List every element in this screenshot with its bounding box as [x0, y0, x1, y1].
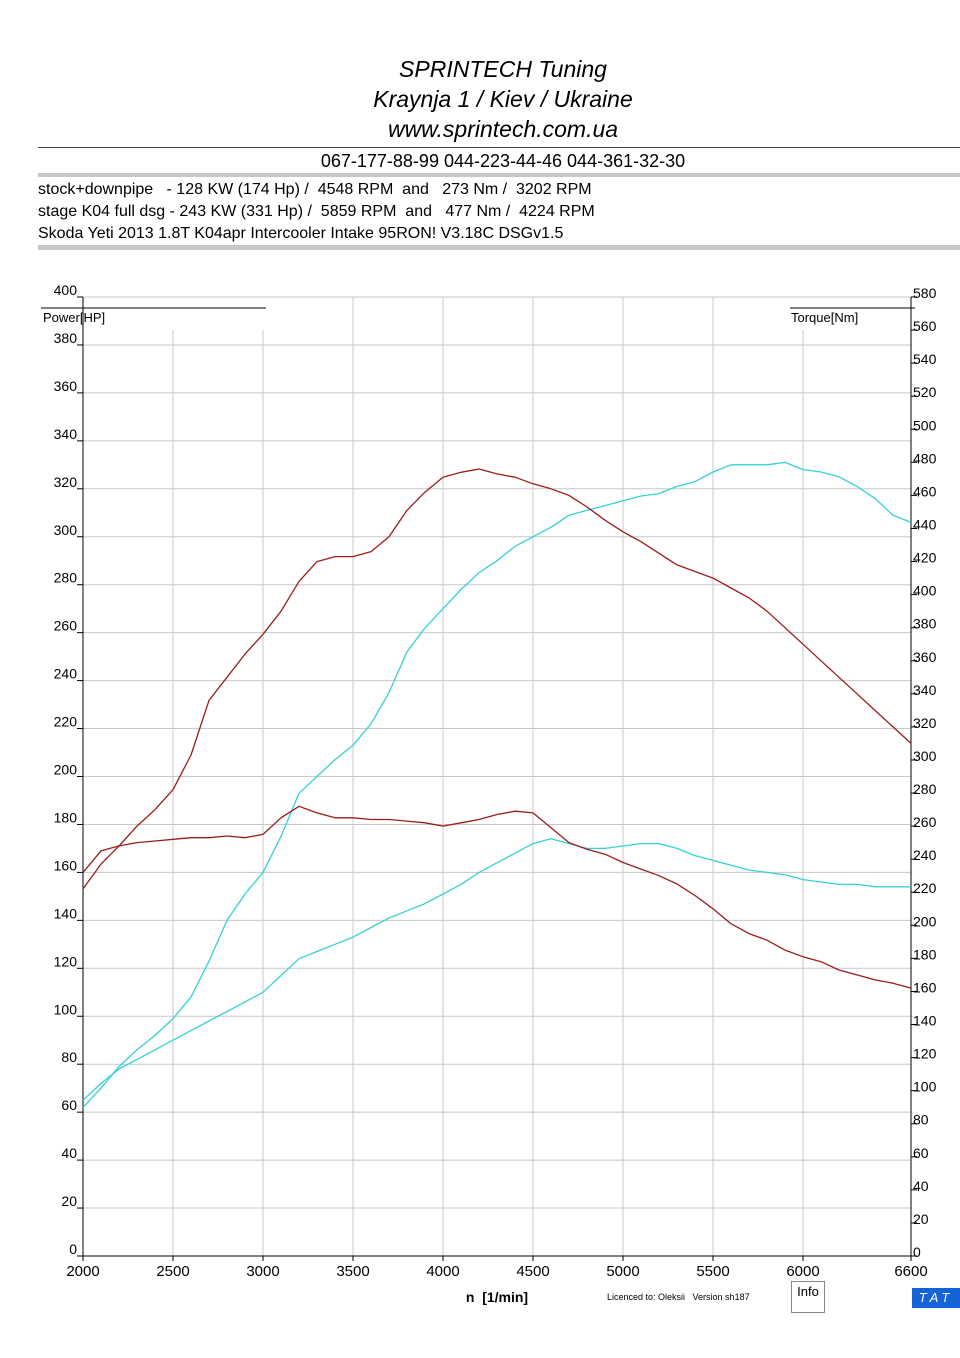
series-line-3	[82, 805, 912, 989]
y-left-tick-label-17: 340	[54, 426, 78, 442]
header-title: SPRINTECH Tuning	[399, 56, 607, 82]
y-right-tick-label-1: 20	[913, 1211, 929, 1227]
x-tick-label-3: 3500	[336, 1263, 369, 1280]
y-axis-label-left: Power[HP]	[43, 310, 105, 325]
y-right-tick-label-22: 440	[913, 516, 937, 532]
y-left-tick-label-7: 140	[54, 905, 78, 921]
info-line-vehicle: Skoda Yeti 2013 1.8T K04apr Intercooler …	[38, 225, 564, 242]
tat-badge[interactable]: TAT	[912, 1288, 960, 1308]
x-tick-label-7: 5500	[696, 1263, 729, 1280]
y-right-tick-label-21: 420	[913, 550, 937, 566]
y-right-tick-label-4: 80	[913, 1112, 929, 1128]
series-line-0	[82, 461, 912, 1108]
tick-labels: 2000 2500 3000 3500 4000 4500 5000 5500 6000 6600…	[54, 282, 937, 1280]
header-rule	[38, 147, 960, 148]
y-right-tick-label-9: 180	[913, 946, 937, 962]
y-left-tick-label-13: 260	[54, 618, 78, 634]
header-phones: 067-177-88-99 044-223-44-46 044-361-32-3…	[320, 151, 686, 171]
x-tick-label-4: 4000	[426, 1263, 459, 1280]
y-right-tick-label-28: 560	[913, 318, 937, 334]
x-tick-label-9: 6600	[894, 1263, 927, 1280]
licence-text: Licenced to: Oleksii Version sh187	[607, 1292, 750, 1302]
y-right-tick-label-27: 540	[913, 351, 937, 367]
series-line-1	[82, 838, 911, 1101]
x-tick-label-5: 4500	[516, 1263, 549, 1280]
info-line-stage: stage K04 full dsg - 243 KW (331 Hp) / 5…	[38, 203, 595, 220]
y-left-tick-label-18: 360	[54, 378, 78, 394]
y-right-tick-label-26: 520	[913, 384, 937, 400]
y-left-tick-label-2: 40	[61, 1145, 77, 1161]
y-left-tick-label-1: 20	[61, 1193, 77, 1209]
y-right-tick-label-15: 300	[913, 748, 937, 764]
y-right-tick-label-19: 380	[913, 616, 937, 632]
x-tick-label-0: 2000	[66, 1263, 99, 1280]
y-right-tick-label-11: 220	[913, 880, 937, 896]
series-lines	[82, 461, 912, 1108]
y-right-tick-label-29: 580	[913, 285, 937, 301]
y-left-tick-label-19: 380	[54, 330, 78, 346]
y-right-tick-label-10: 200	[913, 913, 937, 929]
y-right-tick-label-12: 240	[913, 847, 937, 863]
y-left-tick-label-12: 240	[54, 666, 78, 682]
header-website[interactable]: www.sprintech.com.ua	[387, 116, 619, 142]
y-left-tick-label-8: 160	[54, 857, 78, 873]
info-button[interactable]: Info	[791, 1281, 825, 1313]
y-left-tick-label-6: 120	[54, 953, 78, 969]
y-right-tick-label-20: 400	[913, 583, 937, 599]
y-right-tick-label-24: 480	[913, 450, 937, 466]
y-left-tick-label-15: 300	[54, 522, 78, 538]
y-right-tick-label-8: 160	[913, 979, 937, 995]
y-right-tick-label-23: 460	[913, 483, 937, 499]
y-right-tick-label-25: 500	[913, 417, 937, 433]
axis-lines	[41, 296, 917, 1261]
y-left-tick-label-14: 280	[54, 570, 78, 586]
y-right-tick-label-14: 280	[913, 781, 937, 797]
y-axis-label-right: Torque[Nm]	[791, 310, 858, 325]
separator-top	[38, 173, 960, 177]
x-tick-label-6: 5000	[606, 1263, 639, 1280]
x-tick-label-8: 6000	[786, 1263, 819, 1280]
x-tick-label-1: 2500	[156, 1263, 189, 1280]
y-right-tick-label-17: 340	[913, 682, 937, 698]
y-right-tick-label-5: 100	[913, 1079, 937, 1095]
y-left-tick-label-9: 180	[54, 809, 78, 825]
x-axis-label: n [1/min]	[466, 1289, 528, 1305]
y-right-tick-label-16: 320	[913, 715, 937, 731]
y-left-tick-label-0: 0	[69, 1241, 77, 1257]
y-left-tick-label-10: 200	[54, 762, 78, 778]
y-left-tick-label-3: 60	[61, 1097, 77, 1113]
separator-bottom	[38, 245, 960, 250]
y-right-tick-label-7: 140	[913, 1013, 937, 1029]
x-tick-label-2: 3000	[246, 1263, 279, 1280]
y-right-tick-label-2: 40	[913, 1178, 929, 1194]
series-line-2	[82, 468, 912, 890]
info-line-stock: stock+downpipe - 128 KW (174 Hp) / 4548 …	[38, 181, 592, 198]
y-right-tick-label-3: 60	[913, 1145, 929, 1161]
y-left-tick-label-4: 80	[61, 1049, 77, 1065]
y-right-tick-label-6: 120	[913, 1046, 937, 1062]
y-right-tick-label-18: 360	[913, 649, 937, 665]
y-right-tick-label-13: 260	[913, 814, 937, 830]
y-right-tick-label-0: 0	[913, 1244, 921, 1260]
y-left-tick-label-20: 400	[54, 282, 78, 298]
grid-lines	[82, 296, 912, 1256]
y-left-tick-label-16: 320	[54, 474, 78, 490]
y-left-tick-label-11: 220	[54, 714, 78, 730]
y-left-tick-label-5: 100	[54, 1001, 78, 1017]
header-address: Kraynja 1 / Kiev / Ukraine	[373, 86, 633, 112]
